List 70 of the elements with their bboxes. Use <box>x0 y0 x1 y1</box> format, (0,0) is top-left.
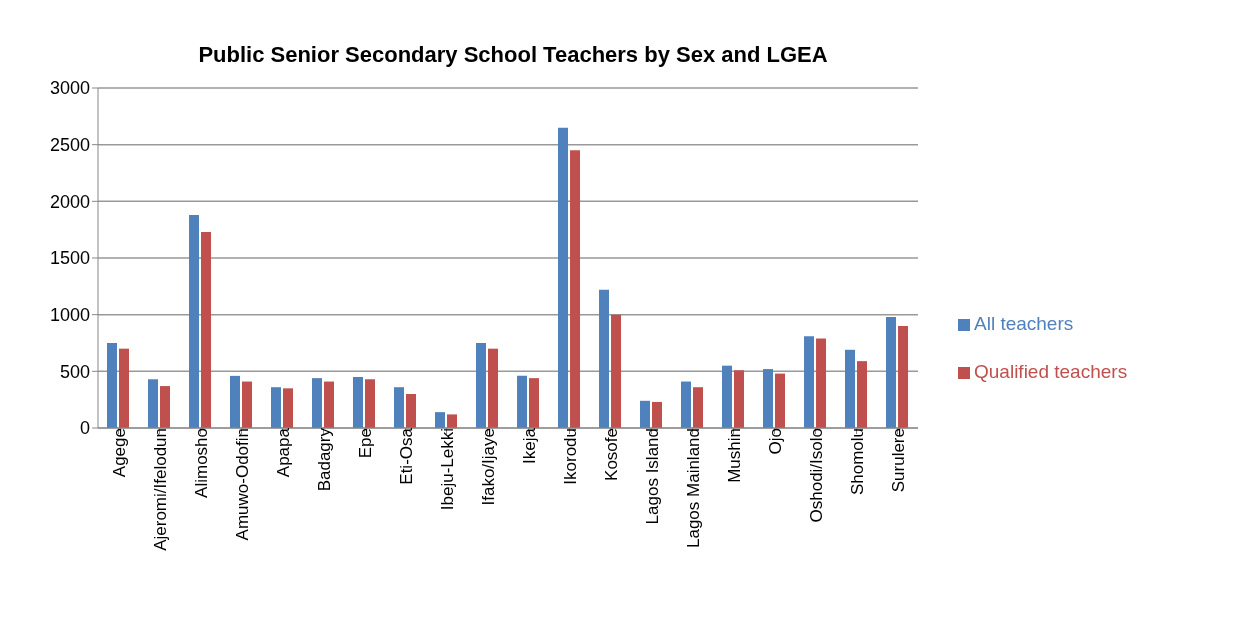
y-tick-label: 1000 <box>49 305 90 326</box>
bar <box>693 387 704 428</box>
bar <box>722 365 733 428</box>
bar <box>447 414 458 428</box>
bar <box>775 373 786 428</box>
y-tick-label: 500 <box>59 361 90 382</box>
bar <box>242 381 253 428</box>
bar <box>107 343 118 428</box>
bar <box>570 150 581 428</box>
bar <box>119 348 130 428</box>
x-tick-label: Ikeja <box>519 427 539 464</box>
bar <box>283 388 294 428</box>
legend-label: All teachers <box>974 313 1074 334</box>
bar <box>599 289 610 428</box>
x-tick-label: Lagos Island <box>642 428 662 525</box>
bar <box>271 387 282 428</box>
bar <box>353 377 364 428</box>
bar <box>406 394 417 428</box>
bar <box>476 343 487 428</box>
bar <box>435 412 446 428</box>
x-tick-label: Amuwo-Odofin <box>232 428 252 541</box>
bar <box>148 379 159 428</box>
bar <box>230 375 241 428</box>
bar <box>857 361 868 428</box>
x-tick-label: Lagos Mainland <box>683 428 703 549</box>
x-tick-label: Ajeromi/Ifelodun <box>150 428 170 551</box>
bar <box>160 386 171 428</box>
x-tick-label: Surulere <box>888 428 908 493</box>
bar <box>189 214 200 428</box>
x-tick-label: Epe <box>355 428 375 459</box>
bar <box>558 127 569 428</box>
chart-title: Public Senior Secondary School Teachers by Sex and LGEA <box>197 41 829 68</box>
bar <box>324 381 335 428</box>
x-tick-label: Ibeju-Lekki <box>437 428 457 511</box>
bar <box>640 400 651 428</box>
bar <box>886 316 897 428</box>
x-tick-label: Eti-Osa <box>396 427 416 485</box>
y-tick-label: 3000 <box>49 78 90 99</box>
bar <box>529 378 540 428</box>
bar <box>845 349 856 428</box>
bar <box>734 370 745 428</box>
x-tick-label: Oshodi/Isolo <box>806 428 826 523</box>
bar <box>763 369 774 428</box>
y-tick-label: 0 <box>79 418 90 439</box>
x-tick-label: Kosofe <box>601 428 621 481</box>
bar <box>201 231 212 428</box>
x-tick-label: Badagry <box>314 427 334 492</box>
bar <box>488 348 499 428</box>
x-tick-label: Apapa <box>273 427 293 478</box>
x-tick-label: Ifako/Ijaye <box>478 428 498 506</box>
bar <box>365 379 376 428</box>
x-tick-label: Ojo <box>765 428 785 455</box>
bar <box>804 336 815 428</box>
y-tick-label: 2500 <box>49 135 90 156</box>
x-tick-label: Shomolu <box>847 428 867 496</box>
bar <box>611 314 622 428</box>
bar <box>394 387 405 428</box>
bar <box>652 401 663 428</box>
bar <box>898 326 909 428</box>
bar <box>681 381 692 428</box>
x-tick-label: Mushin <box>724 428 744 483</box>
bar <box>816 338 827 428</box>
bar <box>517 375 528 428</box>
x-tick-label: Ikorodu <box>560 428 580 485</box>
bar <box>312 378 323 428</box>
x-tick-label: Agege <box>109 428 129 478</box>
legend-label: Qualified teachers <box>974 361 1128 382</box>
x-tick-label: Alimosho <box>191 428 211 498</box>
y-tick-label: 2000 <box>49 191 90 212</box>
y-tick-label: 1500 <box>49 248 90 269</box>
